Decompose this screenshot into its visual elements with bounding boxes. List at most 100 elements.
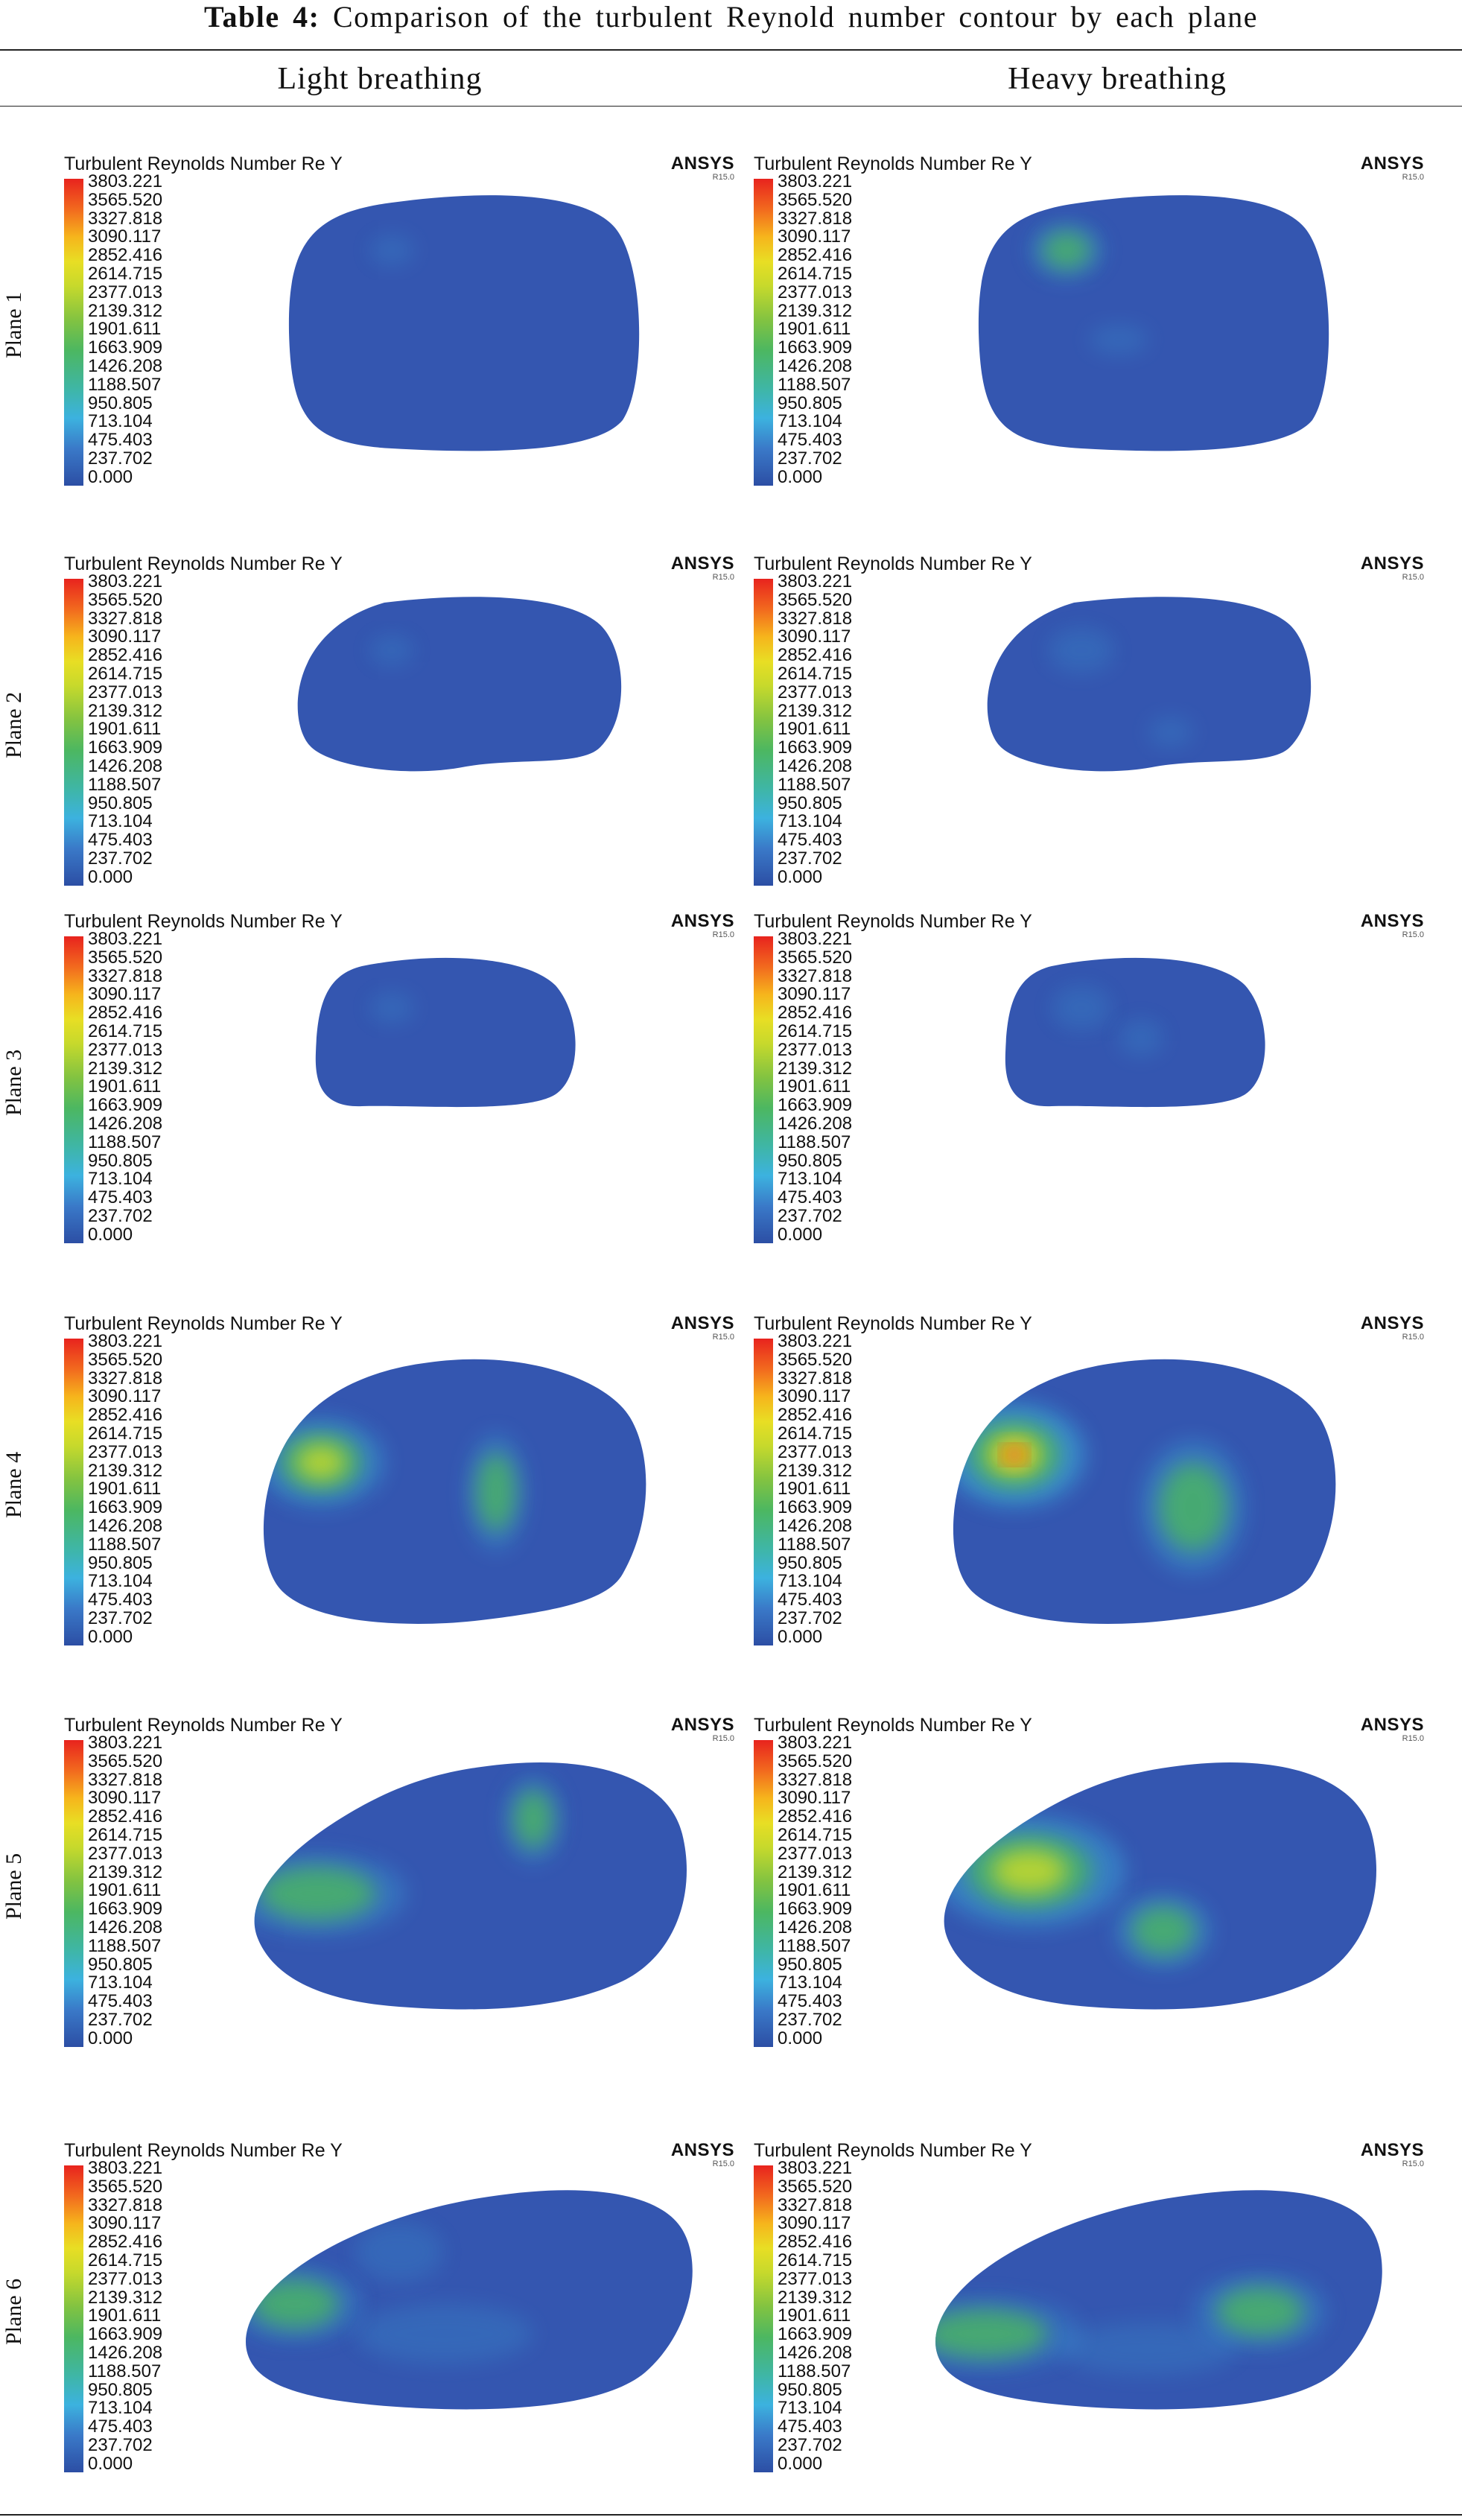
legend-value: 1663.909 [88,337,163,358]
legend-value: 1901.611 [88,1076,162,1097]
contour-hotspot [1005,1448,1023,1461]
contour-plot [246,2190,693,2410]
brand-name: ANSYS [1360,911,1424,931]
legend-value: 237.702 [88,848,153,869]
legend-value: 950.805 [778,1150,842,1171]
panel-title: Turbulent Reynolds Number Re Y [754,1313,1032,1334]
brand-name: ANSYS [670,911,734,931]
legend-value: 2377.013 [778,2268,853,2289]
legend-value: 2614.715 [88,1423,163,1444]
legend-value: 237.702 [778,2009,842,2030]
brand-name: ANSYS [670,1715,734,1735]
legend-value: 3803.221 [88,571,163,591]
caption-label: Table 4: [204,0,320,34]
legend-value: 2139.312 [778,700,853,721]
legend-value: 2377.013 [778,682,853,702]
legend-value: 2377.013 [88,1843,163,1864]
legend-value: 0.000 [88,466,133,487]
legend-value: 3090.117 [88,226,162,247]
legend-value: 3327.818 [778,965,853,986]
legend-value: 2614.715 [778,1824,853,1845]
legend-labels: 3803.221 3565.520 3327.818 3090.117 2852.416… [778,572,853,887]
brand-version: R15.0 [712,2159,734,2168]
legend-value: 1188.507 [778,1132,851,1152]
legend-value: 713.104 [778,2398,842,2419]
legend-value: 3803.221 [88,1733,163,1753]
legend-value: 950.805 [88,793,153,813]
legend-value: 1188.507 [778,774,851,795]
contour-hotspot [992,1850,1067,1893]
legend-value: 1901.611 [778,2305,851,2326]
legend-value: 475.403 [88,2416,153,2437]
contour-plot [978,195,1329,451]
legend-value: 2139.312 [778,300,853,321]
legend-value: 1426.208 [778,1515,853,1536]
contour-hotspot [1048,628,1115,673]
contour-hotspot [369,635,414,665]
legend-value: 3803.221 [778,2158,853,2178]
legend-value: 1901.611 [778,719,851,740]
legend-value: 2852.416 [88,645,163,666]
legend-value: 3565.520 [88,947,163,968]
contour-hotspot [355,2222,444,2282]
cross-section-shape [987,597,1312,772]
contour-plot [935,2190,1382,2410]
legend-value: 2852.416 [88,1003,163,1023]
ansys-logo: ANSYS R15.0 [1361,1315,1424,1342]
contour-plot [263,1359,646,1624]
color-legend-bar [64,2165,83,2472]
legend-value: 2614.715 [88,2250,163,2270]
legend-labels: 3803.221 3565.520 3327.818 3090.117 2852.416… [778,172,853,487]
legend-value: 3803.221 [88,1331,163,1351]
contour-plot [987,597,1312,772]
brand-version: R15.0 [712,573,734,582]
legend-value: 2852.416 [778,245,853,266]
legend-value: 2852.416 [778,645,853,666]
legend-value: 3803.221 [88,2158,163,2178]
legend-value: 1426.208 [778,1113,853,1134]
legend-value: 0.000 [88,1224,133,1245]
header-rule [0,106,1462,107]
contour-panel: Turbulent Reynolds Number Re Y ANSYS R15.0… [754,553,1424,889]
legend-value: 475.403 [88,1991,153,2012]
legend-value: 2377.013 [88,1441,163,1462]
legend-value: 1188.507 [778,2361,851,2381]
legend-value: 3803.221 [778,1733,853,1753]
legend-value: 1188.507 [778,374,851,395]
legend-value: 2614.715 [88,663,163,684]
legend-value: 2852.416 [88,2232,163,2253]
legend-labels: 3803.221 3565.520 3327.818 3090.117 2852.416… [88,1331,163,1647]
legend-value: 3090.117 [88,984,162,1005]
contour-plot [1005,957,1265,1108]
brand-name: ANSYS [670,1313,734,1333]
legend-value: 2377.013 [88,682,163,702]
legend-value: 3565.520 [88,589,163,610]
legend-value: 3090.117 [778,226,851,247]
panel-title: Turbulent Reynolds Number Re Y [754,911,1032,932]
legend-value: 3327.818 [88,1769,163,1790]
legend-value: 3327.818 [778,2194,853,2215]
legend-value: 237.702 [778,2434,842,2455]
legend-value: 1188.507 [88,1132,162,1152]
legend-value: 0.000 [88,2453,133,2474]
cross-section-shape [254,1762,687,2010]
legend-value: 3565.520 [88,1349,163,1370]
legend-value: 713.104 [778,811,842,832]
legend-value: 1426.208 [88,1917,163,1937]
column-header-heavy: Heavy breathing [1008,62,1227,96]
legend-value: 3090.117 [88,1386,162,1407]
legend-value: 2377.013 [778,282,853,302]
legend-value: 3327.818 [778,208,853,229]
panel-title: Turbulent Reynolds Number Re Y [64,1715,343,1736]
row-label-plane-4: Plane 4 [1,1451,26,1518]
ansys-logo: ANSYS R15.0 [671,1315,734,1342]
legend-value: 2377.013 [88,1039,163,1060]
legend-value: 3327.818 [88,608,163,629]
legend-value: 1901.611 [778,1076,851,1097]
legend-value: 713.104 [88,2398,153,2419]
contour-hotspot [251,2279,339,2329]
brand-version: R15.0 [1402,2159,1424,2168]
legend-value: 475.403 [778,430,842,451]
ansys-logo: ANSYS R15.0 [1361,155,1424,183]
brand-version: R15.0 [1402,573,1424,582]
